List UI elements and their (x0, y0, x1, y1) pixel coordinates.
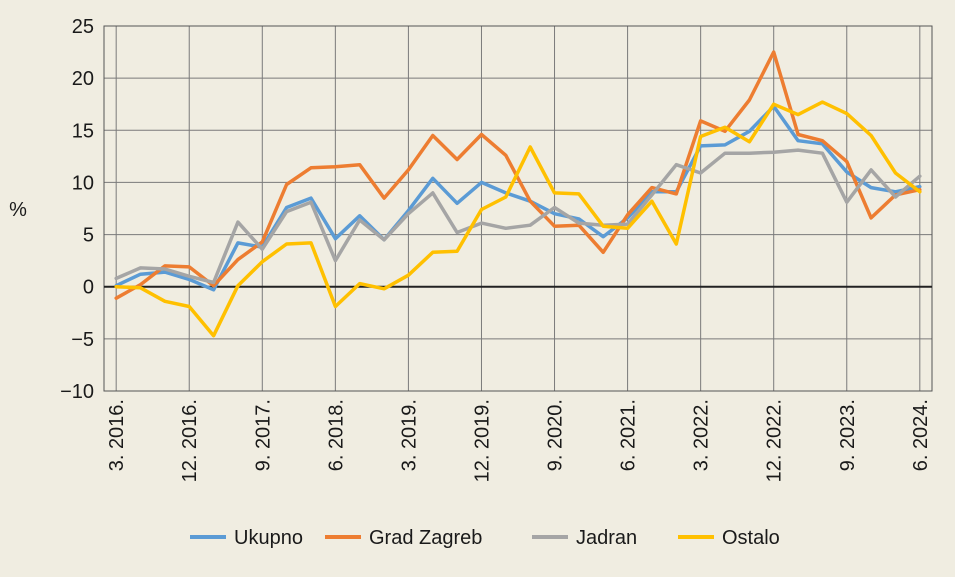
series-lines (114, 50, 922, 338)
grid-lines (103, 25, 933, 392)
y-tick-label: 5 (83, 225, 94, 247)
x-tick-label: 12. 2022. (764, 399, 786, 482)
legend-label: Ukupno (234, 527, 303, 549)
legend: Ukupno Grad Zagreb Jadran Ostalo (190, 527, 780, 549)
x-tick-label: 6. 2018. (325, 399, 347, 471)
x-tick-label: 6. 2024. (910, 399, 932, 471)
x-tick-label: 3. 2022. (691, 399, 713, 471)
x-tick-label: 9. 2020. (545, 399, 567, 471)
x-axis-tick-labels: 3. 2016. 12. 2016. 9. 2017. 6. 2018. 3. 2019… (106, 399, 932, 482)
y-tick-label: 25 (72, 16, 94, 38)
x-tick-label: 3. 2016. (106, 399, 128, 471)
x-tick-label: 12. 2016. (179, 399, 201, 482)
y-tick-label: −10 (60, 381, 94, 403)
x-tick-label: 12. 2019. (471, 399, 493, 482)
series-line-0 (114, 104, 922, 292)
y-tick-label: 15 (72, 120, 94, 142)
y-axis-tick-labels: 25 20 15 10 5 0 −5 −10 (60, 16, 94, 403)
legend-item: Grad Zagreb (325, 527, 482, 549)
series-line-2 (114, 148, 922, 285)
x-tick-label: 9. 2023. (837, 399, 859, 471)
y-tick-label: 10 (72, 172, 94, 194)
legend-item: Ukupno (190, 527, 303, 549)
plot-frame (103, 25, 933, 392)
legend-label: Jadran (576, 527, 637, 549)
y-axis-label: % (9, 199, 27, 221)
legend-label: Grad Zagreb (369, 527, 482, 549)
x-tick-label: 9. 2017. (252, 399, 274, 471)
legend-item: Ostalo (678, 527, 780, 549)
series-line-1 (114, 50, 922, 300)
x-tick-label: 3. 2019. (398, 399, 420, 471)
series-line-3 (114, 100, 922, 338)
y-tick-label: 20 (72, 68, 94, 90)
x-tick-label: 6. 2021. (618, 399, 640, 471)
legend-item: Jadran (532, 527, 637, 549)
legend-label: Ostalo (722, 527, 780, 549)
y-tick-label: −5 (71, 329, 94, 351)
y-tick-label: 0 (83, 277, 94, 299)
